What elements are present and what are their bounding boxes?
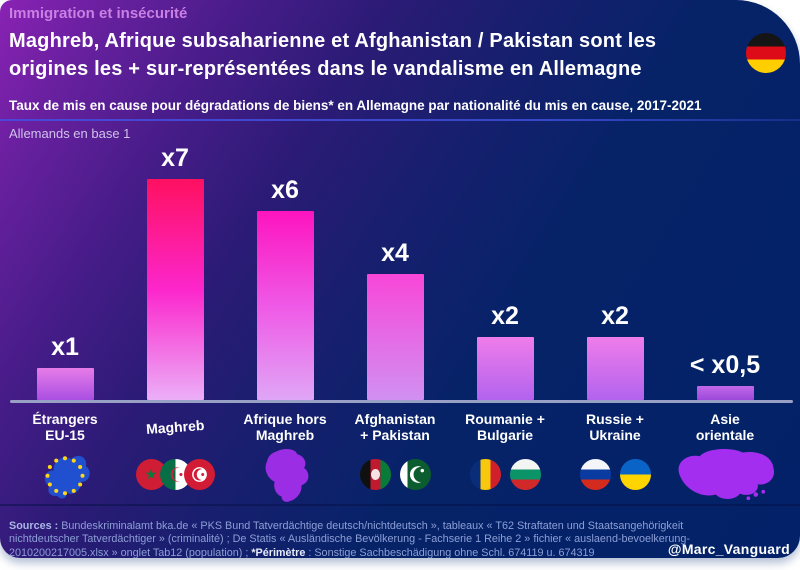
bar: [256, 211, 314, 400]
bar-value-label: x2: [491, 302, 519, 330]
bar-group: x2: [450, 143, 560, 400]
russia-flag-icon: [579, 458, 611, 490]
footer-divider: [0, 504, 800, 506]
perimetre-body: : Sonstige Sachbeschädigung ohne Schl. 6…: [305, 546, 595, 558]
category-afrique-hors-maghreb: Afrique hors Maghreb: [230, 408, 340, 503]
ukraine-flag-icon: [619, 458, 651, 490]
category-label-line2: Maghreb: [255, 426, 315, 443]
bulgaria-flag-icon: [509, 458, 541, 490]
page-title-line2: origines les + sur-représentées dans le …: [9, 58, 642, 80]
bar-value-label: x4: [381, 239, 409, 267]
germany-flag-icon: [746, 33, 786, 73]
category-label: Russie + Ukraine: [586, 408, 644, 445]
category-label: Roumanie + Bulgarie: [465, 408, 545, 445]
subtitle-divider: [0, 119, 800, 121]
category-maghreb: Maghreb ★: [120, 408, 230, 503]
bar-group: x1: [10, 143, 120, 400]
category-label-line2: orientale: [695, 426, 755, 443]
russia-ukraine-flags: [579, 445, 651, 503]
page-title: Maghreb, Afrique subsaharienne et Afghan…: [9, 27, 749, 83]
perimetre-label: *Périmètre: [251, 546, 306, 558]
bar: [36, 368, 94, 400]
sources-text: Sources : Bundeskriminalamt bka.de « PKS…: [9, 520, 753, 558]
author-handle: @Marc_Vanguard: [667, 541, 790, 557]
category-label-line1: Roumanie +: [465, 410, 545, 427]
category-label: Asie orientale: [696, 408, 754, 445]
category-label: Maghreb: [145, 406, 206, 447]
category-roumanie-bulgarie: Roumanie + Bulgarie: [450, 408, 560, 503]
category-label-line2: + Pakistan: [360, 426, 430, 443]
category-label-line2: EU-15: [45, 426, 85, 443]
bar: [476, 337, 534, 400]
bar-group: x7: [120, 143, 230, 400]
bar-value-label: < x0,5: [689, 351, 761, 379]
tunisia-flag-icon: [183, 458, 215, 490]
eu-map-icon: [35, 445, 95, 503]
bar: [146, 179, 204, 400]
category-label-line1: Russie +: [586, 410, 644, 427]
bar-group: < x0,5: [670, 143, 780, 400]
x-axis-line: [10, 400, 793, 403]
sources-label: Sources :: [9, 519, 59, 532]
bar-group: x4: [340, 143, 450, 400]
category-row: Étrangers EU-15 Maghreb: [10, 408, 780, 503]
category-label-line1: Asie: [710, 410, 740, 427]
category-afghanistan-pakistan: Afghanistan + Pakistan: [340, 408, 450, 503]
eyebrow-label: Immigration et insécurité: [9, 5, 188, 22]
category-label: Afghanistan + Pakistan: [355, 408, 436, 445]
bar-value-label: x7: [161, 144, 189, 172]
category-russie-ukraine: Russie + Ukraine: [560, 408, 670, 503]
sources-body: Bundeskriminalamt bka.de « PKS Bund Tatv…: [9, 519, 690, 558]
bar: [366, 274, 424, 400]
category-etrangers-eu15: Étrangers EU-15: [10, 408, 120, 503]
bar: [586, 337, 644, 400]
category-label-line1: Étrangers: [32, 410, 98, 427]
bar-value-label: x2: [601, 302, 629, 330]
category-label-line2: Ukraine: [589, 426, 641, 443]
bar-chart: x1 x7 x6 x4 x2 x2 < x0,5: [10, 143, 780, 400]
category-label: Étrangers EU-15: [32, 408, 97, 445]
bar-value-label: x1: [51, 333, 79, 361]
category-label-line1: Afghanistan: [354, 410, 436, 427]
bar-value-label: x6: [271, 176, 299, 204]
category-label-line1: Maghreb: [145, 416, 205, 437]
bar-group: x2: [560, 143, 670, 400]
category-label-line1: Afrique hors: [243, 410, 327, 427]
category-label: Afrique hors Maghreb: [243, 408, 326, 445]
maghreb-flags: ★: [135, 445, 215, 503]
baseline-note: Allemands en base 1: [9, 126, 131, 141]
infographic-card: Immigration et insécurité Maghreb, Afriq…: [0, 0, 800, 558]
category-label-line2: Bulgarie: [476, 426, 533, 443]
africa-map-icon: [259, 445, 311, 503]
romania-bulgaria-flags: [469, 445, 541, 503]
bar-group: x6: [230, 143, 340, 400]
pakistan-flag-icon: [399, 458, 431, 490]
category-asie-orientale: Asie orientale: [670, 408, 780, 503]
afghanistan-flag-icon: [359, 458, 391, 490]
afghanistan-pakistan-flags: [359, 445, 431, 503]
chart-subtitle: Taux de mis en cause pour dégradations d…: [9, 98, 702, 113]
bar: [696, 386, 754, 400]
page-title-line1: Maghreb, Afrique subsaharienne et Afghan…: [9, 30, 657, 52]
romania-flag-icon: [469, 458, 501, 490]
asia-map-icon: [673, 445, 777, 503]
